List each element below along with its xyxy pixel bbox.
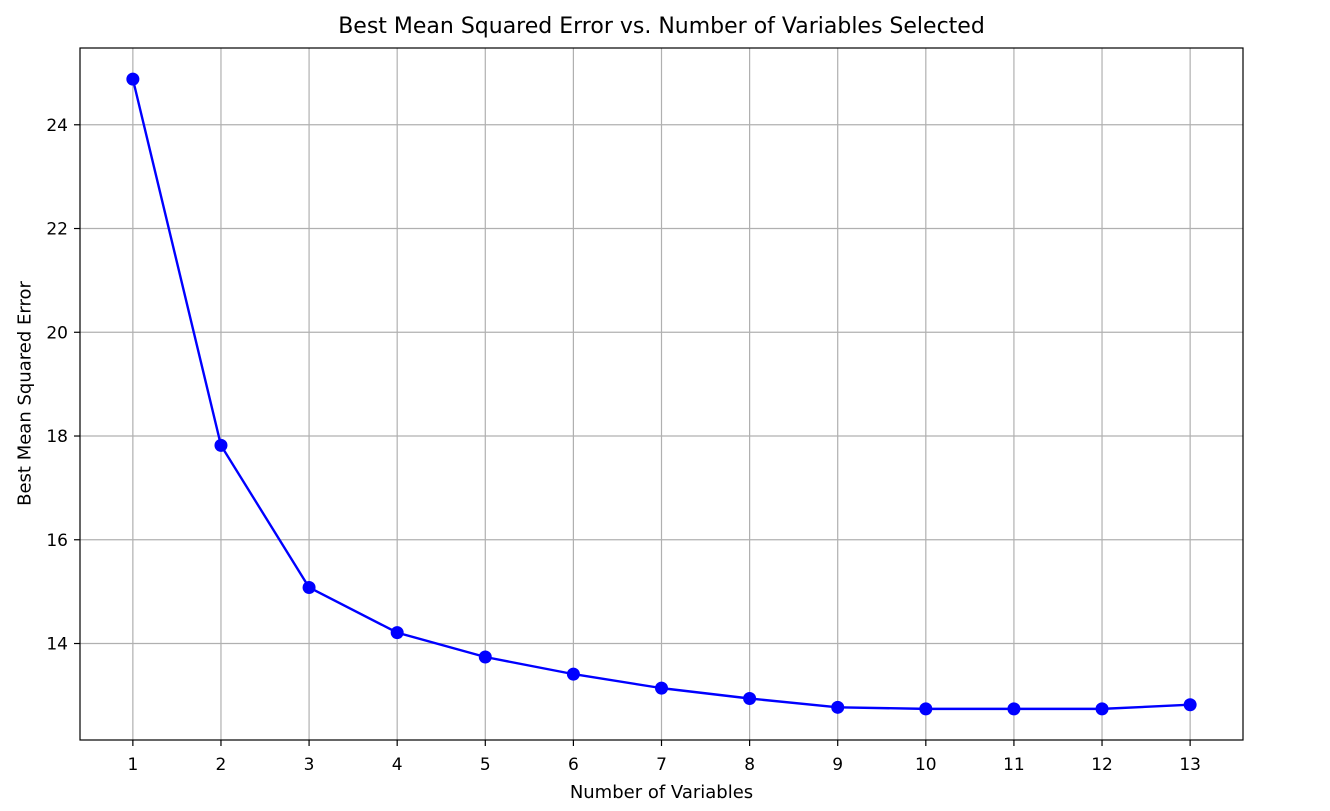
x-tick-label: 13 [1179, 755, 1201, 775]
x-tick-label: 3 [304, 755, 315, 775]
data-point [1007, 702, 1021, 716]
x-tick-label: 12 [1091, 755, 1113, 775]
data-point [1095, 702, 1109, 716]
data-point [478, 650, 492, 664]
x-tick-label: 5 [480, 755, 491, 775]
x-tick-label: 8 [744, 755, 755, 775]
data-point [919, 702, 933, 716]
y-tick-label: 18 [46, 427, 68, 447]
data-point [390, 626, 404, 640]
y-axis-ticks: 14 16 18 20 22 24 [46, 116, 80, 655]
x-tick-label: 11 [1003, 755, 1025, 775]
y-tick-label: 20 [46, 323, 68, 343]
data-point [126, 72, 140, 86]
x-tick-label: 1 [127, 755, 138, 775]
data-point [302, 580, 316, 594]
y-tick-label: 14 [46, 635, 68, 655]
x-tick-label: 2 [216, 755, 227, 775]
data-point [655, 681, 668, 695]
x-tick-label: 10 [915, 755, 937, 775]
data-point [831, 700, 845, 714]
y-tick-label: 24 [46, 116, 68, 136]
x-tick-label: 9 [832, 755, 843, 775]
x-tick-label: 4 [392, 755, 403, 775]
grid-lines [80, 48, 1243, 740]
y-tick-label: 16 [46, 531, 68, 551]
data-point [1183, 698, 1197, 712]
data-point [566, 667, 580, 681]
data-point [214, 438, 228, 452]
data-point [743, 692, 757, 706]
y-tick-label: 22 [46, 220, 68, 240]
chart-title: Best Mean Squared Error vs. Number of Va… [338, 14, 985, 39]
x-axis-ticks: 1 2 3 4 5 6 7 8 9 10 11 12 13 [127, 740, 1201, 775]
x-tick-label: 7 [656, 755, 667, 775]
series-layer [126, 72, 1197, 716]
x-axis-label: Number of Variables [569, 782, 754, 803]
x-tick-label: 6 [568, 755, 579, 775]
y-axis-label: Best Mean Squared Error [14, 281, 36, 506]
